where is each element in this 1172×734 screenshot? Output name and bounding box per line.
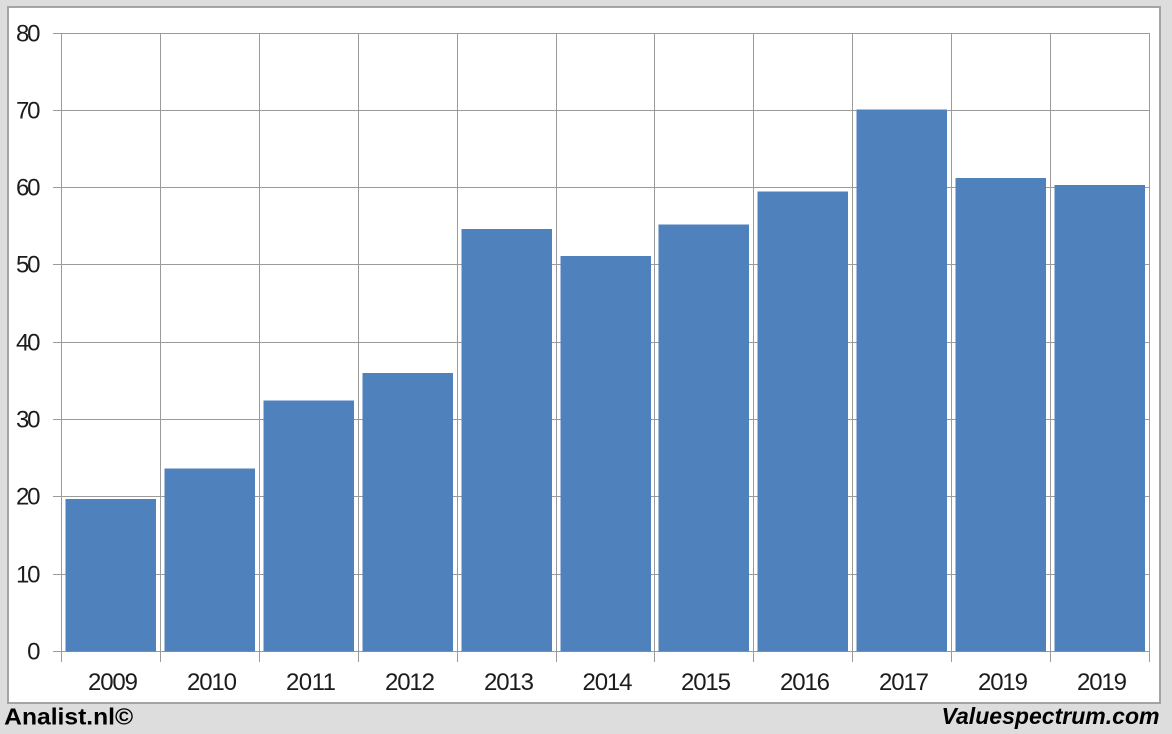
svg-text:60: 60	[16, 175, 41, 202]
svg-text:2010: 2010	[187, 669, 237, 696]
svg-text:2019: 2019	[1077, 669, 1127, 696]
svg-text:0: 0	[27, 639, 40, 666]
svg-text:2016: 2016	[780, 669, 830, 696]
svg-text:2009: 2009	[88, 669, 138, 696]
svg-text:70: 70	[16, 98, 41, 125]
svg-text:2012: 2012	[385, 669, 435, 696]
svg-text:50: 50	[16, 252, 41, 279]
svg-text:80: 80	[16, 21, 41, 48]
svg-text:20: 20	[16, 484, 41, 511]
svg-text:2019: 2019	[978, 669, 1028, 696]
svg-text:2017: 2017	[879, 669, 929, 696]
svg-text:Valuespectrum.com: Valuespectrum.com	[942, 703, 1160, 729]
svg-text:2013: 2013	[484, 669, 534, 696]
svg-text:2011: 2011	[286, 669, 336, 696]
svg-text:Analist.nl©: Analist.nl©	[4, 704, 133, 730]
svg-text:10: 10	[16, 562, 41, 589]
svg-text:30: 30	[16, 407, 41, 434]
svg-text:2015: 2015	[681, 669, 731, 696]
svg-text:2014: 2014	[583, 669, 633, 696]
svg-text:40: 40	[16, 330, 41, 357]
